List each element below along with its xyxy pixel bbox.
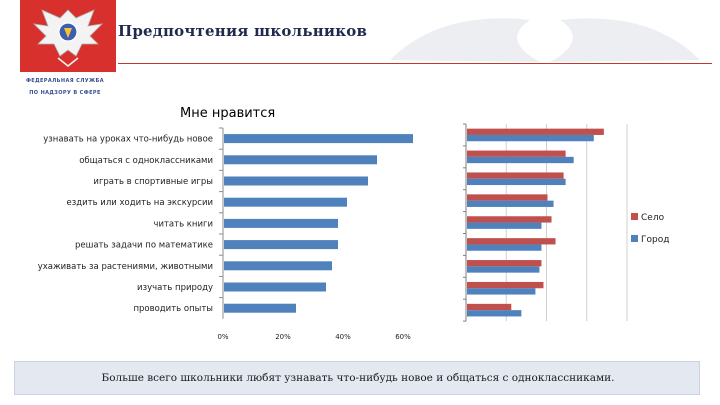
org-name-line-1: ФЕДЕРАЛЬНАЯ СЛУЖБА [25,78,105,84]
chart2-legend-swatch [631,213,638,220]
chart1-bar [224,134,413,144]
chart2-bar-selo [467,172,564,179]
chart2-bar-selo [467,194,548,201]
chart1-bar [224,303,296,313]
chart2-bar-gorod [467,244,542,251]
chart2-plot: Село Город [463,123,669,322]
page-title: Предпочтения школьников [118,22,368,40]
chart2-bar-selo [467,303,512,311]
chart2-bar-gorod [467,200,554,207]
chart1-bar [224,240,338,250]
title-divider [118,63,712,64]
chart1-bar [224,261,332,271]
chart1-category-label: играть в спортивные игры [93,177,213,187]
chart2-bar-selo [467,260,542,267]
chart2-legend-swatch [631,235,638,242]
chart1-category-label: ухаживать за растениями, животными [38,262,213,272]
chart2-bar-gorod [467,288,536,295]
chart1-x-tick-label: 0% [217,333,228,341]
chart1-category-label: проводить опыты [133,304,213,314]
chart1-bar [224,197,347,207]
chart1-x-tick-label: 60% [395,333,411,341]
chart1-title: Мне нравится [180,106,276,121]
chart2-bar-selo [467,281,544,289]
chart1-bar [224,176,368,186]
chart1-category-label: общаться с одноклассниками [79,156,213,166]
summary-caption-text: Больше всего школьники любят узнавать чт… [101,372,615,384]
chart2-bar-gorod [467,156,574,164]
chart1-category-label: узнавать на уроках что-нибудь новое [43,135,213,145]
chart2-legend-label: Город [641,235,669,245]
summary-caption-box: Больше всего школьники любят узнавать чт… [14,361,700,395]
chart2-bar-selo [467,238,556,245]
chart1-bar [224,218,338,228]
chart2-bar-selo [467,150,566,157]
chart1-plot: узнавать на уроках что-нибудь новое общат… [38,127,413,341]
eagle-emblem-icon [32,9,104,68]
chart1-category-label: ездить или ходить на экскурсии [66,198,213,208]
chart2-bar-gorod [467,310,522,317]
eagle-watermark-icon [390,18,700,62]
chart2-bar-selo [467,216,552,223]
chart1-x-tick-label: 40% [335,333,351,341]
chart2-bar-gorod [467,178,566,186]
chart1-category-label: изучать природу [137,283,213,293]
chart2-bar-gorod [467,266,540,273]
chart1-category-label: читать книги [153,219,213,229]
chart1-category-label: решать задачи по математике [75,241,213,251]
chart2-bar-gorod [467,134,594,142]
chart2-bar-selo [467,128,604,135]
chart2-legend-label: Село [641,213,665,223]
org-name-line-2: ПО НАДЗОРУ В СФЕРЕ [29,90,101,96]
logo-emblem [20,0,116,72]
chart1-bar [224,282,326,292]
chart1-x-tick-label: 20% [275,333,291,341]
chart2-bar-gorod [467,222,542,229]
chart1-bar [224,155,377,165]
